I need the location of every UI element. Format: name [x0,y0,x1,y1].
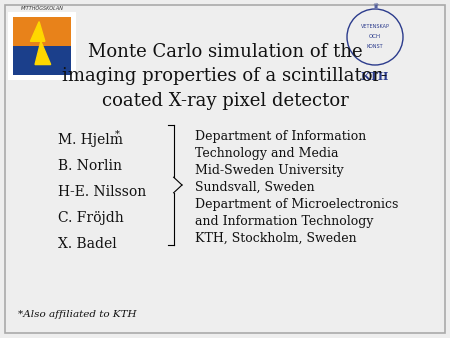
FancyBboxPatch shape [8,12,76,80]
Text: KTH: KTH [361,71,389,82]
Text: X. Badel: X. Badel [58,237,117,251]
Text: B. Norlin: B. Norlin [58,159,122,173]
Text: KONST: KONST [367,45,383,49]
Text: OCH: OCH [369,34,381,40]
Polygon shape [31,22,51,65]
Text: ♛: ♛ [372,3,378,9]
FancyBboxPatch shape [13,17,71,46]
Text: Monte Carlo simulation of the
imaging properties of a scintillator-
coated X-ray: Monte Carlo simulation of the imaging pr… [63,43,387,110]
Text: Department of Information
Technology and Media
Mid-Sweden University
Sundsvall, : Department of Information Technology and… [195,130,366,194]
Text: *Also affiliated to KTH: *Also affiliated to KTH [18,310,136,319]
Text: C. Fröjdh: C. Fröjdh [58,211,124,225]
Text: *: * [115,130,120,139]
Text: M. Hjelm: M. Hjelm [58,133,123,147]
Text: MITTHÖGSKOLAN: MITTHÖGSKOLAN [21,6,63,11]
FancyBboxPatch shape [13,46,71,75]
Text: Department of Microelectronics
and Information Technology
KTH, Stockholm, Sweden: Department of Microelectronics and Infor… [195,198,398,245]
Text: VETENSKAP: VETENSKAP [360,24,389,29]
FancyBboxPatch shape [5,5,445,333]
Text: H-E. Nilsson: H-E. Nilsson [58,185,146,199]
